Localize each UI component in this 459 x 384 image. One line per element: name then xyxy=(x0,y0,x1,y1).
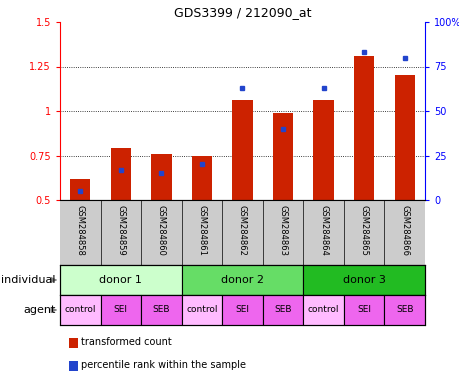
Text: control: control xyxy=(307,306,339,314)
Text: SEI: SEI xyxy=(356,306,370,314)
Bar xyxy=(111,148,131,200)
Text: control: control xyxy=(64,306,96,314)
Text: individual: individual xyxy=(1,275,55,285)
Bar xyxy=(141,295,181,325)
Text: agent: agent xyxy=(23,305,55,315)
Bar xyxy=(60,265,181,295)
Text: SEI: SEI xyxy=(235,306,249,314)
Bar xyxy=(191,156,212,200)
Text: GSM284864: GSM284864 xyxy=(319,205,327,256)
Bar xyxy=(262,295,302,325)
Text: SEI: SEI xyxy=(113,306,128,314)
Bar xyxy=(302,265,424,295)
Bar xyxy=(384,295,424,325)
Text: GSM284859: GSM284859 xyxy=(116,205,125,256)
Text: GSM284861: GSM284861 xyxy=(197,205,206,256)
Bar xyxy=(343,295,384,325)
Text: percentile rank within the sample: percentile rank within the sample xyxy=(80,360,245,370)
Text: donor 1: donor 1 xyxy=(99,275,142,285)
Text: SEB: SEB xyxy=(395,306,413,314)
Text: GSM284866: GSM284866 xyxy=(399,205,409,256)
Text: SEB: SEB xyxy=(274,306,291,314)
Bar xyxy=(232,100,252,200)
Text: GSM284858: GSM284858 xyxy=(76,205,84,256)
Bar xyxy=(101,295,141,325)
Text: donor 3: donor 3 xyxy=(342,275,385,285)
Bar xyxy=(70,179,90,200)
Bar xyxy=(181,265,302,295)
Text: GSM284863: GSM284863 xyxy=(278,205,287,256)
Bar xyxy=(151,154,171,200)
Text: transformed count: transformed count xyxy=(80,337,171,347)
Bar xyxy=(313,100,333,200)
Bar xyxy=(272,113,292,200)
Bar xyxy=(60,295,101,325)
Text: GSM284865: GSM284865 xyxy=(359,205,368,256)
Title: GDS3399 / 212090_at: GDS3399 / 212090_at xyxy=(174,7,311,20)
Text: GSM284860: GSM284860 xyxy=(157,205,166,256)
Bar xyxy=(222,295,262,325)
Text: control: control xyxy=(186,306,217,314)
Text: GSM284862: GSM284862 xyxy=(237,205,246,256)
Bar xyxy=(394,75,414,200)
Bar xyxy=(181,295,222,325)
Bar xyxy=(302,295,343,325)
Bar xyxy=(353,56,374,200)
Text: donor 2: donor 2 xyxy=(220,275,263,285)
Text: SEB: SEB xyxy=(152,306,170,314)
